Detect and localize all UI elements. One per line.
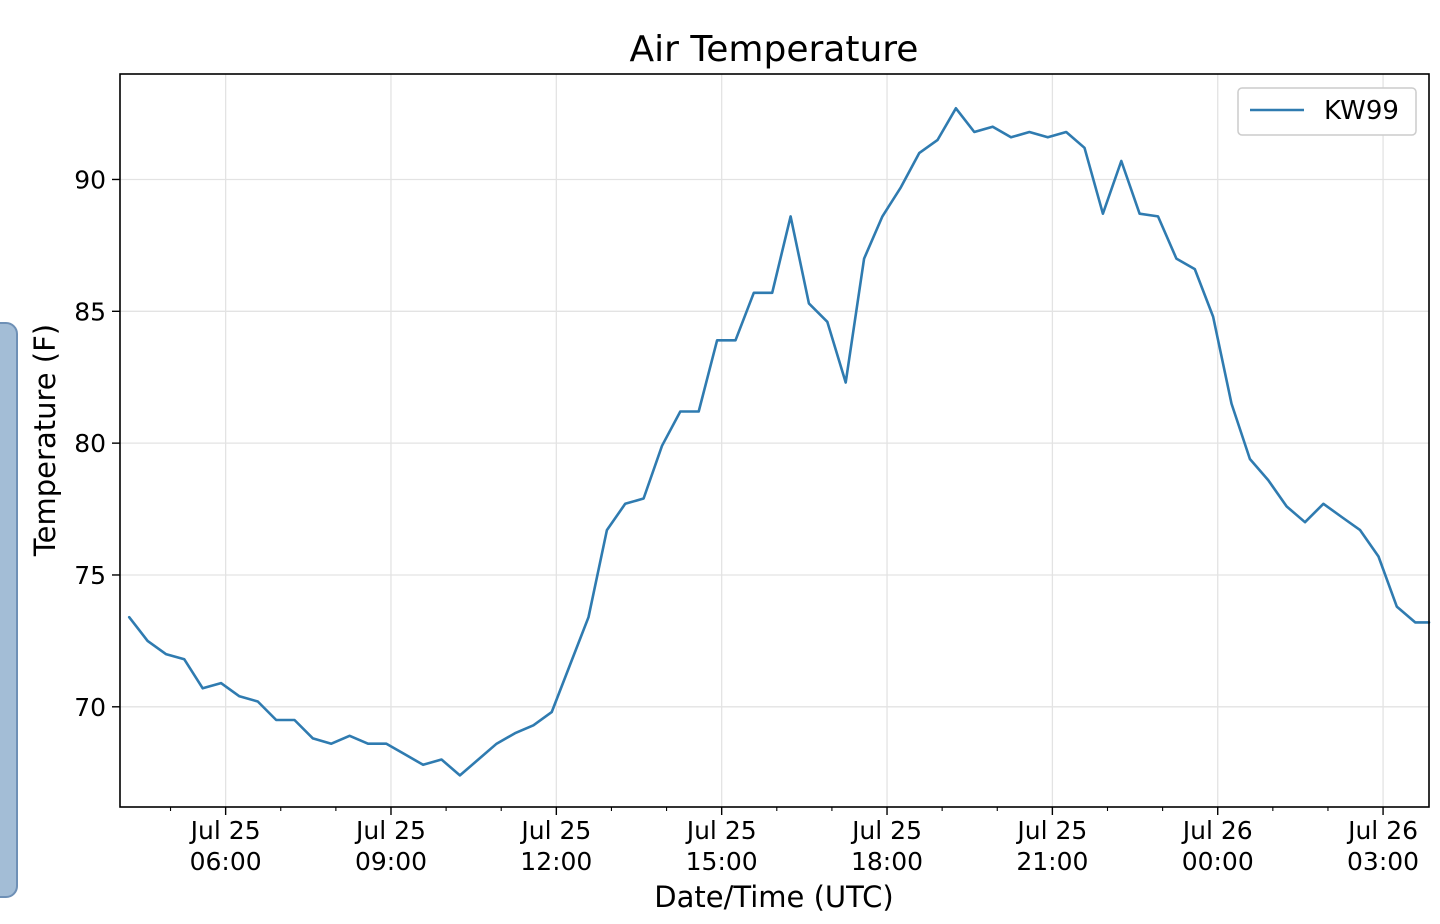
series-layer [127,107,1431,777]
x-tick-label-date: Jul 25 [519,816,591,845]
x-tick-label-time: 06:00 [190,847,262,876]
x-tick-label-time: 00:00 [1182,847,1254,876]
x-tick-label-date: Jul 25 [354,816,426,845]
x-axis-label: Date/Time (UTC) [654,880,893,914]
chart-title: Air Temperature [630,29,919,70]
x-tick-label-time: 09:00 [355,847,427,876]
plot-area-frame [119,73,1430,808]
x-tick-label-time: 21:00 [1016,847,1088,876]
y-tick-label: 75 [74,561,106,590]
y-axis-label: Temperature (F) [28,324,62,557]
x-tick-label-date: Jul 25 [685,816,757,845]
legend-box [1237,87,1417,136]
x-tick-label-time: 18:00 [851,847,923,876]
x-tick-label-date: Jul 26 [1181,816,1253,845]
y-tick-label: 80 [74,429,106,458]
x-tick-label-date: Jul 26 [1346,816,1418,845]
x-tick-label-date: Jul 25 [850,816,922,845]
x-tick-label-time: 12:00 [520,847,592,876]
series-line-kw99 [127,107,1431,777]
x-tick-label-time: 15:00 [686,847,758,876]
y-tick-label: 70 [74,693,106,722]
grid-lines [120,74,1429,807]
y-tick-label: 85 [74,297,106,326]
legend: KW99 [1237,87,1417,136]
x-tick-label-time: 03:00 [1347,847,1419,876]
x-tick-label-date: Jul 25 [189,816,261,845]
y-tick-label: 90 [74,165,106,194]
x-tick-label-date: Jul 25 [1015,816,1087,845]
legend-label-kw99: KW99 [1324,96,1399,126]
side-panel-tab[interactable] [0,322,18,898]
